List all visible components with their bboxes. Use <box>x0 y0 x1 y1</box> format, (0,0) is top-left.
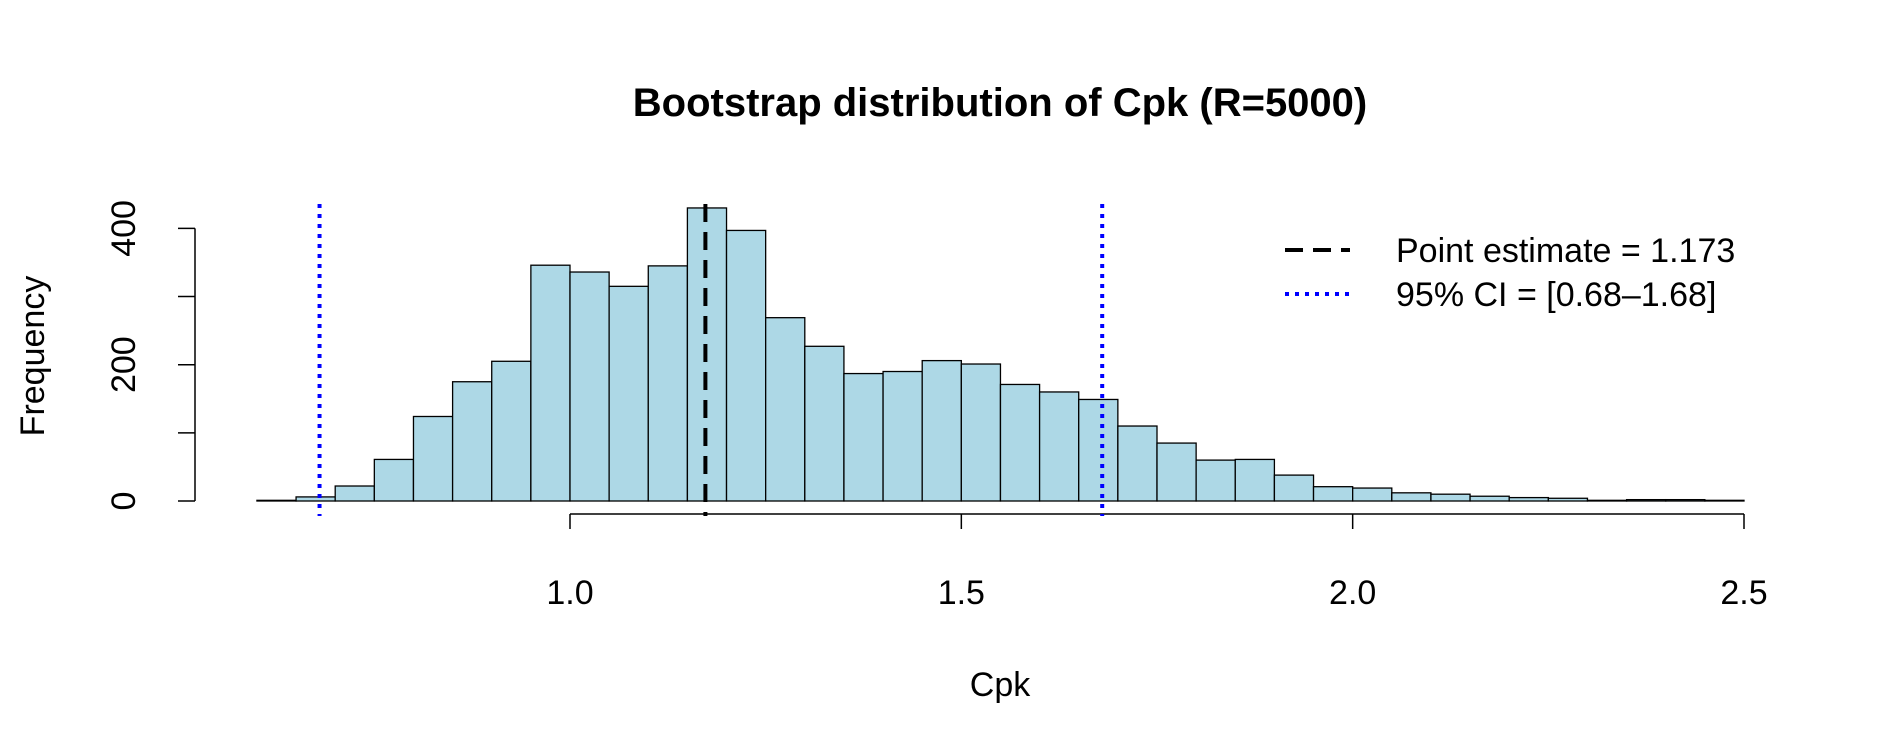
histogram-bar <box>960 363 1002 502</box>
histogram-bar <box>334 485 375 502</box>
histogram-bar <box>1312 486 1354 502</box>
histogram-bar <box>1665 498 1706 502</box>
histogram-bar <box>1234 458 1276 502</box>
chart-title: Bootstrap distribution of Cpk (R=5000) <box>633 81 1368 125</box>
histogram-bar <box>373 458 415 502</box>
x-tick-label: 1.0 <box>546 574 593 612</box>
histogram-bar <box>843 372 884 502</box>
histogram-bar <box>608 285 649 502</box>
y-tick-label: 0 <box>105 492 143 511</box>
histogram-bar <box>1547 497 1589 502</box>
histogram-bar <box>295 496 336 502</box>
x-tick-label: 1.5 <box>938 574 985 612</box>
histogram-bar <box>412 415 454 502</box>
histogram-bar <box>921 359 962 502</box>
histogram-bar <box>1469 495 1510 502</box>
histogram-bar <box>647 265 689 502</box>
histogram-bar <box>530 264 571 502</box>
histogram-bar <box>999 383 1041 502</box>
histogram-bar <box>1078 398 1119 502</box>
histogram-bar <box>1391 492 1432 502</box>
legend: Point estimate = 1.173 95% CI = [0.68–1.6… <box>1285 232 1735 314</box>
x-axis-label: Cpk <box>970 666 1031 704</box>
histogram-bar <box>1273 474 1315 502</box>
y-tick-label: 400 <box>105 200 143 257</box>
histogram-bar <box>1352 487 1393 502</box>
legend-label: Point estimate = 1.173 <box>1396 232 1735 270</box>
histogram-bar <box>256 499 297 502</box>
histogram-bar <box>1038 391 1080 502</box>
histogram-bar <box>1508 496 1549 502</box>
histogram-bar <box>1430 493 1471 502</box>
histogram-bar <box>451 381 493 502</box>
histogram-bar <box>1704 499 1745 502</box>
reference-lines <box>317 204 1105 516</box>
legend-label: 95% CI = [0.68–1.68] <box>1396 276 1716 314</box>
histogram-bar <box>882 370 923 502</box>
histogram-bar <box>569 271 610 502</box>
histogram-bars <box>256 207 1745 502</box>
y-tick-label: 200 <box>105 336 143 393</box>
axes: 1.0 1.5 2.0 2.5 0 200 400 <box>105 200 1768 612</box>
histogram-bar <box>1156 442 1197 502</box>
histogram-bar <box>1195 459 1236 502</box>
histogram-bar <box>725 229 767 502</box>
y-axis-label: Frequency <box>14 276 52 437</box>
histogram-bar <box>804 345 845 502</box>
histogram-bar <box>1586 499 1628 502</box>
x-tick-label: 2.5 <box>1720 574 1767 612</box>
histogram-bar <box>765 317 806 502</box>
histogram-bar <box>1117 425 1158 502</box>
histogram-bar <box>1625 498 1667 502</box>
histogram-bar <box>491 360 532 502</box>
x-tick-label: 2.0 <box>1329 574 1376 612</box>
